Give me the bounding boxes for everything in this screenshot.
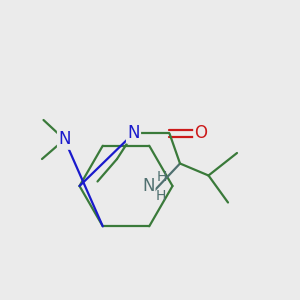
Text: N: N [127,124,140,142]
Text: H: H [157,170,167,184]
Text: H: H [156,189,166,203]
Text: N: N [142,177,155,195]
Text: O: O [194,124,208,142]
Text: N: N [58,130,71,148]
